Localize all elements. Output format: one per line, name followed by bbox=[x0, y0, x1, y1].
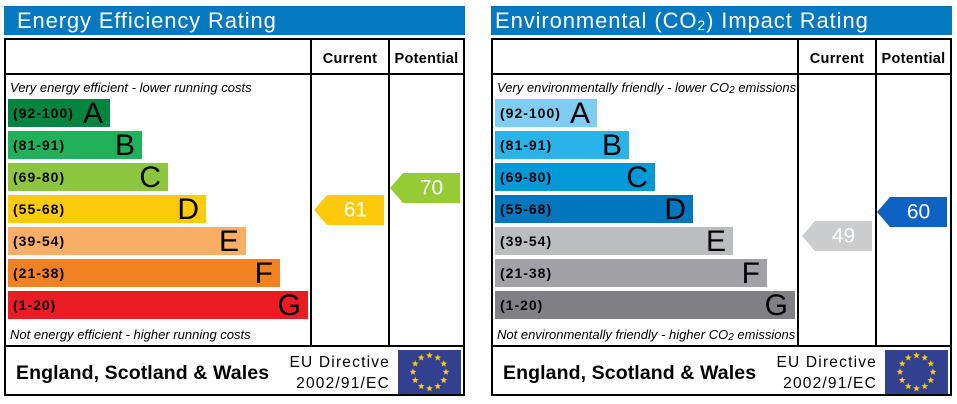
svg-text:61: 61 bbox=[344, 199, 367, 222]
svg-text:60: 60 bbox=[907, 201, 930, 224]
svg-text:49: 49 bbox=[832, 225, 855, 248]
svg-text:70: 70 bbox=[420, 177, 443, 200]
